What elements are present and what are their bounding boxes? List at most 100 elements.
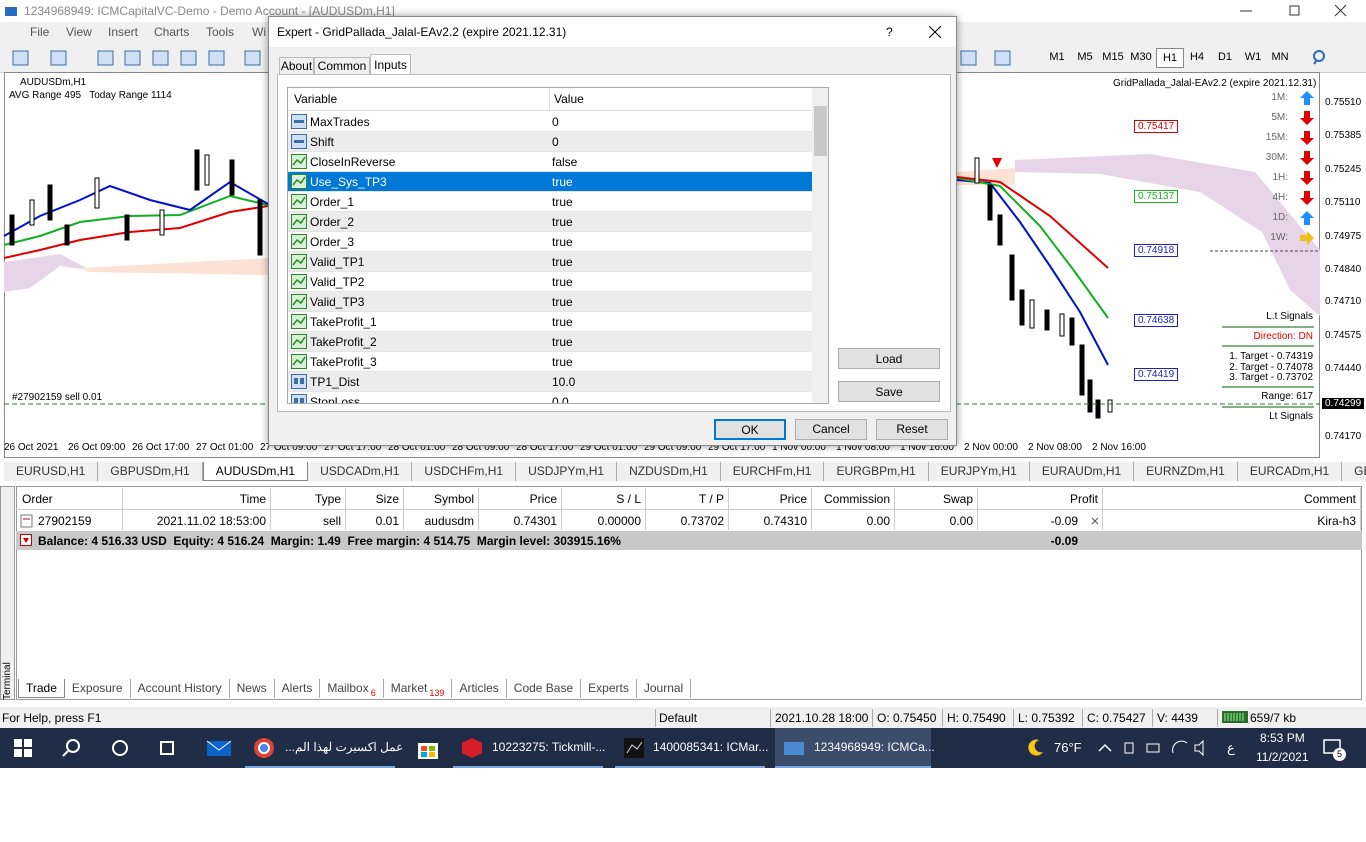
terminal-side xyxy=(0,486,15,700)
column-header: T / P xyxy=(698,492,724,506)
side-button[interactable]: Load xyxy=(838,348,940,369)
timeframe-button[interactable]: W1 xyxy=(1244,51,1262,63)
menu-item[interactable]: View xyxy=(66,25,92,39)
variable-icon xyxy=(291,334,307,349)
moving-average xyxy=(3,194,269,246)
terminal-tab[interactable]: Trade xyxy=(18,679,65,698)
menu-item[interactable]: File xyxy=(30,25,50,39)
table-row[interactable] xyxy=(288,312,812,332)
taskbar-app[interactable]: عمل اكسبرت لهذا الم... xyxy=(285,740,404,754)
taskbar-app[interactable]: 10223275: Tickmill-... xyxy=(492,740,606,754)
terminal-tab[interactable]: Market 139 xyxy=(384,679,453,698)
table-row[interactable] xyxy=(288,212,812,232)
dialog-button[interactable]: Cancel xyxy=(795,419,867,440)
timeframe-button[interactable]: MN xyxy=(1271,51,1289,63)
terminal-tab[interactable]: Alerts xyxy=(275,679,321,698)
level-label: 0.74918 xyxy=(1134,244,1179,257)
symbol-tab[interactable]: EURGBPm,H1 xyxy=(824,462,929,481)
table-row[interactable] xyxy=(288,292,812,312)
symbol-tab[interactable]: EURCHFm,H1 xyxy=(721,462,825,481)
terminal-tab[interactable]: Mailbox 6 xyxy=(320,679,384,698)
variable-name: CloseInReverse xyxy=(310,155,396,169)
timeframe-button[interactable]: M5 xyxy=(1077,51,1093,63)
terminal-tab-label: Articles xyxy=(459,681,499,695)
terminal-tab[interactable]: Experts xyxy=(581,679,637,698)
dialog-tab[interactable]: Inputs xyxy=(370,54,411,74)
symbol-tab[interactable]: EURUSD,H1 xyxy=(4,462,99,481)
taskbar-app-bg xyxy=(245,728,395,768)
symbol-tab[interactable]: EURJPYm,H1 xyxy=(929,462,1030,481)
terminal-tab[interactable]: Code Base xyxy=(507,679,582,698)
terminal-tab[interactable]: Account History xyxy=(131,679,230,698)
menu-item[interactable]: Tools xyxy=(206,25,235,39)
taskbar-app[interactable]: 1234968949: ICMCa... xyxy=(814,740,935,754)
status-field: O: 0.75450 xyxy=(877,711,937,725)
symbol-tab[interactable]: USDCHFm,H1 xyxy=(412,462,517,481)
order-cell: 0.01 xyxy=(375,514,399,528)
status-separator xyxy=(1082,709,1083,727)
symbol-tab[interactable]: GBPUSDm,H1 xyxy=(98,462,203,481)
symbol-tab[interactable]: USDCADm,H1 xyxy=(308,462,413,481)
variable-icon xyxy=(291,214,307,229)
table-row[interactable] xyxy=(288,112,812,132)
symbol-tab[interactable]: GBPAUDm,H1 xyxy=(1342,462,1366,481)
menu-item[interactable]: Charts xyxy=(154,25,190,39)
symbol-tab[interactable]: AUDUSDm,H1 xyxy=(202,462,309,481)
dialog-tab[interactable]: Common xyxy=(314,57,370,74)
timeframe-button[interactable]: M15 xyxy=(1102,51,1124,63)
taskbar-app-bg xyxy=(615,728,765,768)
table-row[interactable] xyxy=(288,132,812,152)
tab-badge: 6 xyxy=(370,688,376,698)
variable-icon xyxy=(291,194,307,209)
terminal-tab-label: Alerts xyxy=(281,681,313,695)
timeframe-button[interactable]: M1 xyxy=(1049,51,1065,63)
table-row[interactable] xyxy=(288,152,812,172)
variable-icon xyxy=(291,374,307,389)
variable-name: Use_Sys_TP3 xyxy=(310,175,387,189)
menu-item[interactable]: Wi xyxy=(252,25,266,39)
scrollbar xyxy=(812,88,828,403)
table-row[interactable] xyxy=(288,332,812,352)
timeframe-button[interactable]: D1 xyxy=(1217,51,1233,63)
symbol-tab[interactable]: EURNZDm,H1 xyxy=(1134,462,1238,481)
table-row[interactable] xyxy=(288,272,812,292)
timeframe-button[interactable]: H4 xyxy=(1189,51,1205,63)
symbol-tab[interactable]: EURCADm,H1 xyxy=(1238,462,1343,481)
dialog-button[interactable]: OK xyxy=(714,419,786,440)
table-row[interactable] xyxy=(288,232,812,252)
chart-drawing xyxy=(3,149,1320,419)
terminal-tab[interactable]: Articles xyxy=(452,679,507,698)
menu-item[interactable]: Insert xyxy=(108,25,139,39)
price-axis-label: 0.75385 xyxy=(1325,130,1362,141)
dialog-help[interactable]: ? xyxy=(886,25,893,39)
table-row[interactable] xyxy=(288,372,812,392)
table-row[interactable] xyxy=(288,392,812,403)
symbol-tab[interactable]: EURAUDm,H1 xyxy=(1030,462,1135,481)
terminal-tab[interactable]: Exposure xyxy=(65,679,131,698)
column-header: Profit xyxy=(1069,492,1098,506)
level-label: 0.75417 xyxy=(1134,120,1179,133)
table-row[interactable] xyxy=(288,352,812,372)
side-button[interactable]: Save xyxy=(838,381,940,402)
dialog-button[interactable]: Reset xyxy=(876,419,948,440)
terminal-tab[interactable]: Journal xyxy=(637,679,692,698)
moving-average xyxy=(3,205,269,259)
table-row[interactable] xyxy=(288,252,812,272)
column-header: Price xyxy=(529,492,557,506)
variable-name: Order_2 xyxy=(310,215,355,229)
symbol-tab[interactable]: NZDUSDm,H1 xyxy=(617,462,721,481)
timeframe-button[interactable]: H1 xyxy=(1156,48,1184,68)
table-row[interactable] xyxy=(288,172,812,192)
time-axis-label: 1 Nov 16:00 xyxy=(900,442,954,453)
variable-value: 0 xyxy=(552,135,559,149)
signal-arrow xyxy=(1300,91,1314,105)
symbol-tab[interactable]: USDJPYm,H1 xyxy=(516,462,618,481)
timeframe-button[interactable]: M30 xyxy=(1130,51,1152,63)
start-button xyxy=(14,739,32,757)
taskbar-app[interactable]: 1400085341: ICMar... xyxy=(653,740,769,754)
terminal-tab[interactable]: News xyxy=(230,679,275,698)
table-row[interactable] xyxy=(288,192,812,212)
variable-icon xyxy=(291,174,307,189)
dialog-tab[interactable]: About xyxy=(279,57,314,74)
terminal-tab-label: Exposure xyxy=(71,681,123,695)
